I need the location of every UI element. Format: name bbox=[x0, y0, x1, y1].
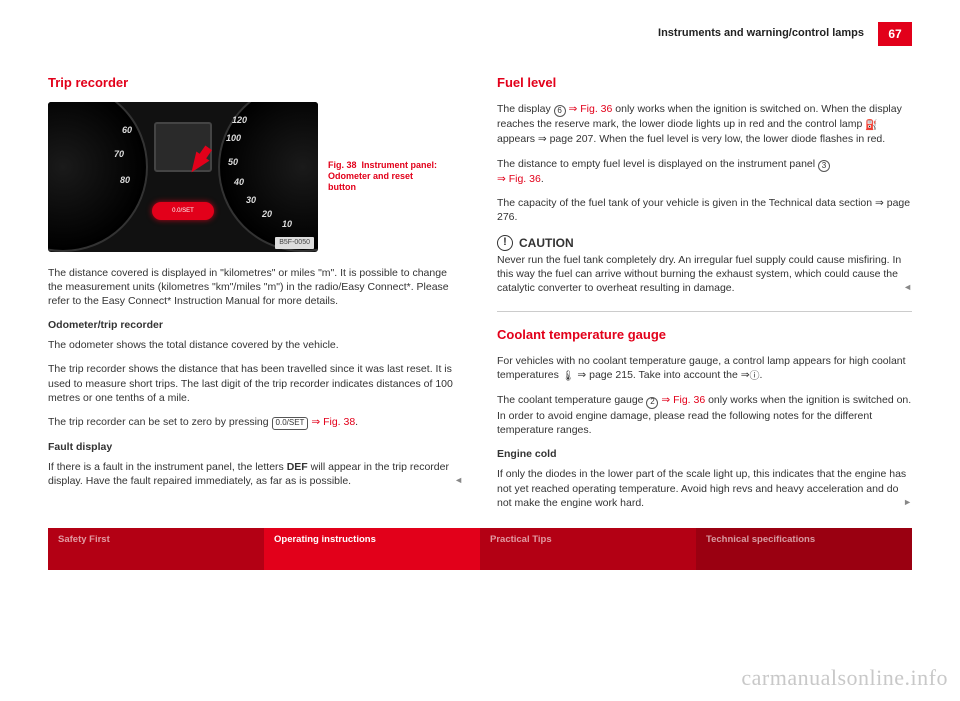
trip-p2: The odometer shows the total distance co… bbox=[48, 338, 463, 352]
footer-tabs: Safety First Operating instructions Prac… bbox=[48, 528, 912, 570]
page-number: 67 bbox=[878, 22, 912, 46]
section-end-mark: ◄ bbox=[454, 474, 463, 486]
right-column: Fuel level The display 6 ⇒ Fig. 36 only … bbox=[497, 74, 912, 520]
caution-icon: ! bbox=[497, 235, 513, 251]
reset-button-graphic: 0.0/SET bbox=[152, 202, 214, 220]
tab-technical-specifications[interactable]: Technical specifications bbox=[696, 528, 912, 570]
figure-number: Fig. 38 bbox=[328, 160, 357, 170]
fig36-link-3[interactable]: ⇒ Fig. 36 bbox=[658, 394, 705, 406]
page-header: Instruments and warning/control lamps 67 bbox=[48, 22, 912, 46]
trip-p4: The trip recorder can be set to zero by … bbox=[48, 415, 463, 430]
fuel-pump-icon: ⛽ bbox=[865, 119, 877, 133]
fuel-p3: The capacity of the fuel tank of your ve… bbox=[497, 196, 912, 224]
figure-caption: Fig. 38 Instrument panel: Odometer and r… bbox=[328, 160, 438, 194]
info-icon: ⓘ bbox=[750, 370, 760, 384]
reset-button-symbol: 0.0/SET bbox=[272, 417, 309, 430]
watermark: carmanualsonline.info bbox=[741, 665, 948, 691]
left-column: Trip recorder 60 70 80 120 100 50 40 30 … bbox=[48, 74, 463, 520]
figure-38: 60 70 80 120 100 50 40 30 20 10 0.0/SE bbox=[48, 102, 318, 252]
page: Instruments and warning/control lamps 67… bbox=[0, 0, 960, 640]
engine-cold-heading: Engine cold bbox=[497, 447, 912, 461]
coolant-p1: For vehicles with no coolant temperature… bbox=[497, 354, 912, 384]
ref-3: 3 bbox=[818, 160, 830, 172]
fig38-link[interactable]: ⇒ Fig. 38 bbox=[308, 416, 355, 428]
fig36-link-2[interactable]: ⇒ Fig. 36 bbox=[497, 173, 541, 185]
gauge-left: 60 70 80 bbox=[48, 102, 148, 252]
fuel-p1: The display 6 ⇒ Fig. 36 only works when … bbox=[497, 102, 912, 147]
continue-mark: ► bbox=[903, 496, 912, 508]
figure-id: B5F-0050 bbox=[275, 237, 314, 248]
fuel-p2: The distance to empty fuel level is disp… bbox=[497, 157, 912, 187]
thermometer-icon: 🌡 bbox=[562, 370, 575, 384]
caution-text: Never run the fuel tank completely dry. … bbox=[497, 253, 912, 296]
separator bbox=[497, 311, 912, 312]
ref-6: 6 bbox=[554, 105, 566, 117]
trip-p3: The trip recorder shows the distance tha… bbox=[48, 362, 463, 405]
header-title: Instruments and warning/control lamps bbox=[658, 22, 878, 46]
trip-p5: If there is a fault in the instrument pa… bbox=[48, 460, 463, 488]
content-columns: Trip recorder 60 70 80 120 100 50 40 30 … bbox=[48, 74, 912, 520]
section-end-mark-2: ◄ bbox=[903, 281, 912, 293]
figure-38-wrap: 60 70 80 120 100 50 40 30 20 10 0.0/SE bbox=[48, 102, 463, 252]
trip-p1: The distance covered is displayed in "ki… bbox=[48, 266, 463, 309]
tab-operating-instructions[interactable]: Operating instructions bbox=[264, 528, 480, 570]
odometer-heading: Odometer/trip recorder bbox=[48, 318, 463, 332]
coolant-heading: Coolant temperature gauge bbox=[497, 326, 912, 344]
fuel-level-heading: Fuel level bbox=[497, 74, 912, 92]
fig36-link-1[interactable]: ⇒ Fig. 36 bbox=[566, 103, 613, 115]
tab-safety-first[interactable]: Safety First bbox=[48, 528, 264, 570]
coolant-p2: The coolant temperature gauge 2 ⇒ Fig. 3… bbox=[497, 393, 912, 437]
tab-practical-tips[interactable]: Practical Tips bbox=[480, 528, 696, 570]
gauge-right: 120 100 50 40 30 20 10 bbox=[218, 102, 318, 252]
ref-2: 2 bbox=[646, 397, 658, 409]
caution-label: CAUTION bbox=[519, 235, 574, 251]
coolant-p3: If only the diodes in the lower part of … bbox=[497, 467, 912, 510]
caution-heading: ! CAUTION bbox=[497, 235, 912, 251]
trip-recorder-heading: Trip recorder bbox=[48, 74, 463, 92]
fault-display-heading: Fault display bbox=[48, 440, 463, 454]
